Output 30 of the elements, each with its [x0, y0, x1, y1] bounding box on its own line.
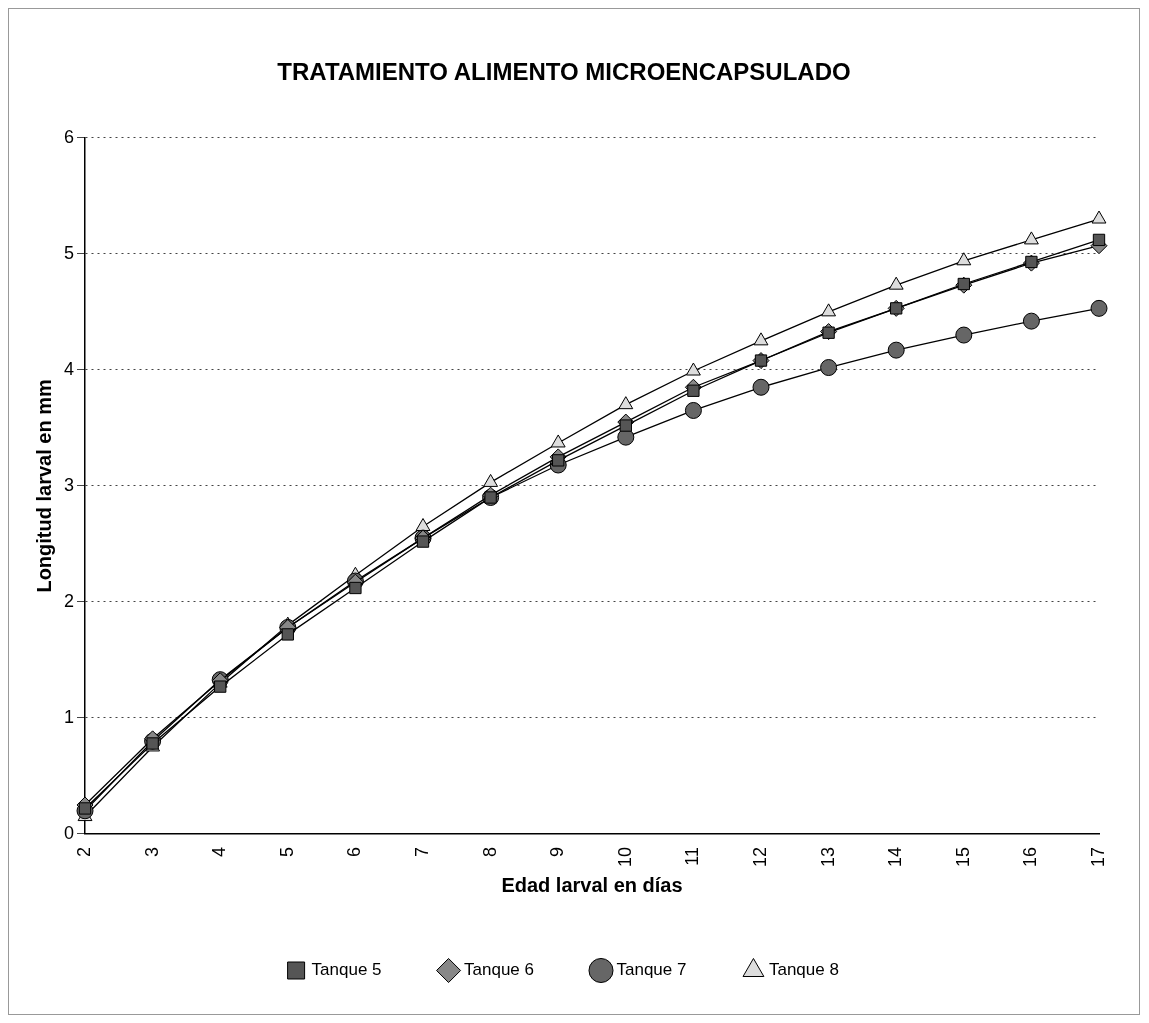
x-tick-label: 8 [479, 846, 500, 857]
y-tick-label: 1 [64, 706, 75, 727]
legend-label: Tanque 6 [464, 960, 534, 980]
y-axis-title: Longitud larval en mm [32, 379, 55, 593]
y-tick-label: 0 [64, 822, 75, 843]
x-tick-label: 4 [209, 846, 230, 857]
legend-label: Tanque 7 [616, 960, 687, 980]
legend-label: Tanque 8 [768, 960, 839, 980]
x-tick-label: 6 [344, 846, 365, 857]
x-tick-label: 3 [141, 846, 162, 857]
x-tick-label: 10 [614, 846, 635, 868]
chart-title: TRATAMIENTO ALIMENTO MICROENCAPSULADO [277, 58, 851, 86]
x-tick-label: 14 [885, 846, 906, 868]
x-tick-label: 17 [1087, 846, 1108, 868]
x-tick-label: 7 [411, 846, 432, 857]
y-tick-label: 5 [64, 242, 75, 263]
x-tick-label: 15 [952, 846, 973, 868]
y-tick-label: 6 [64, 126, 75, 147]
y-tick-label: 2 [64, 590, 75, 611]
x-tick-label: 11 [682, 846, 703, 866]
x-tick-label: 9 [547, 846, 568, 857]
x-tick-label: 13 [817, 846, 838, 868]
legend-label: Tanque 5 [311, 960, 382, 980]
x-tick-label: 5 [276, 846, 297, 857]
x-tick-label: 16 [1020, 846, 1041, 868]
x-tick-label: 12 [749, 846, 770, 868]
x-tick-label: 2 [73, 846, 94, 857]
y-tick-label: 3 [64, 474, 75, 495]
x-axis-title: Edad larval en días [501, 873, 683, 896]
y-tick-label: 4 [64, 358, 75, 379]
